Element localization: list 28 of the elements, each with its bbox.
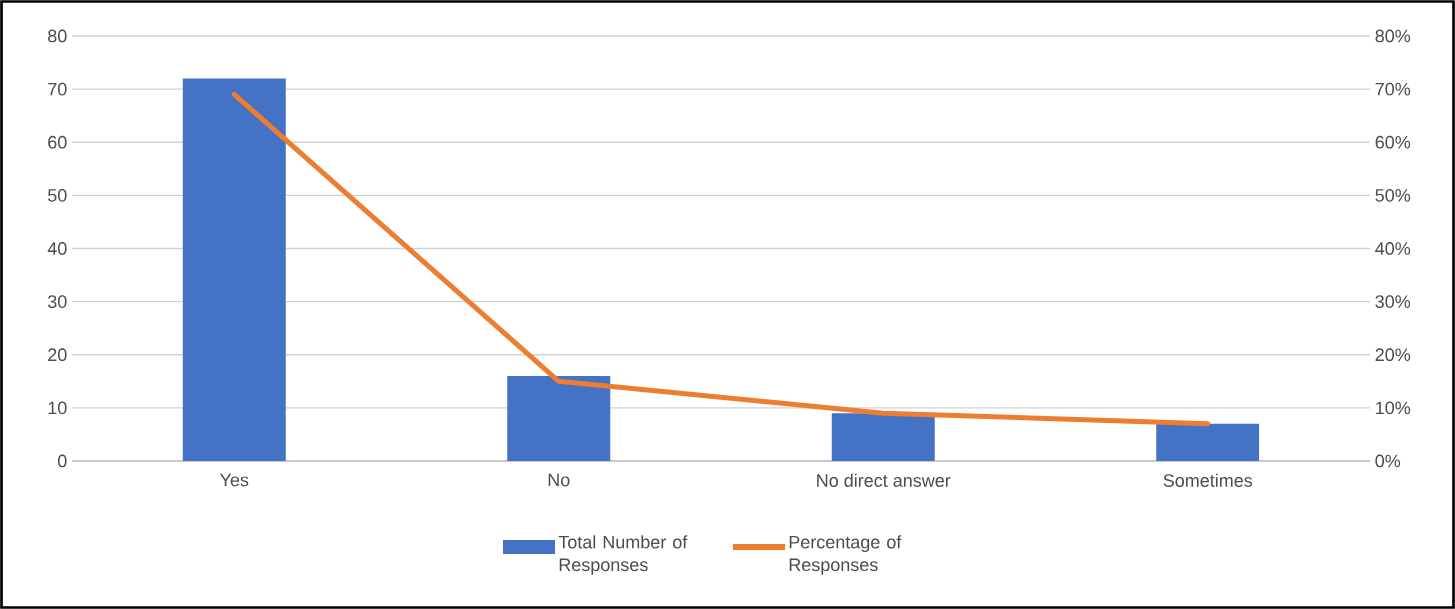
y2-tick-label: 0% (1375, 454, 1401, 468)
legend-label: Total Number of Responses (558, 535, 688, 575)
x-tick-label: Sometimes (1163, 473, 1253, 487)
bar (507, 375, 611, 461)
y2-tick-label: 60% (1375, 135, 1411, 149)
bar (1156, 423, 1260, 461)
bar (182, 78, 286, 461)
legend-label: Percentage of Responses (789, 535, 902, 575)
y2-tick-label: 20% (1375, 348, 1411, 362)
y2-tick-label: 80% (1375, 29, 1411, 43)
x-tick-label: Yes (219, 473, 249, 487)
y2-tick-label: 10% (1376, 401, 1411, 415)
y-tick-label: 50 (47, 188, 67, 202)
y-tick-label: 80 (48, 29, 67, 43)
x-tick-label: No direct answer (817, 473, 951, 487)
y-tick-label: 60 (48, 135, 67, 149)
y2-tick-label: 70% (1375, 82, 1411, 96)
bar (831, 413, 935, 461)
y-tick-label: 10 (48, 401, 67, 415)
y-tick-label: 70 (48, 82, 67, 96)
y-tick-label: 30 (47, 295, 67, 308)
y2-tick-label: 30% (1375, 295, 1411, 308)
y-tick-label: 20 (48, 348, 67, 362)
x-tick-label: No (548, 473, 570, 487)
y2-tick-label: 50% (1375, 188, 1411, 202)
y-tick-label: 0 (58, 454, 67, 468)
y-tick-label: 40 (47, 242, 67, 255)
y2-tick-label: 40% (1375, 242, 1411, 255)
